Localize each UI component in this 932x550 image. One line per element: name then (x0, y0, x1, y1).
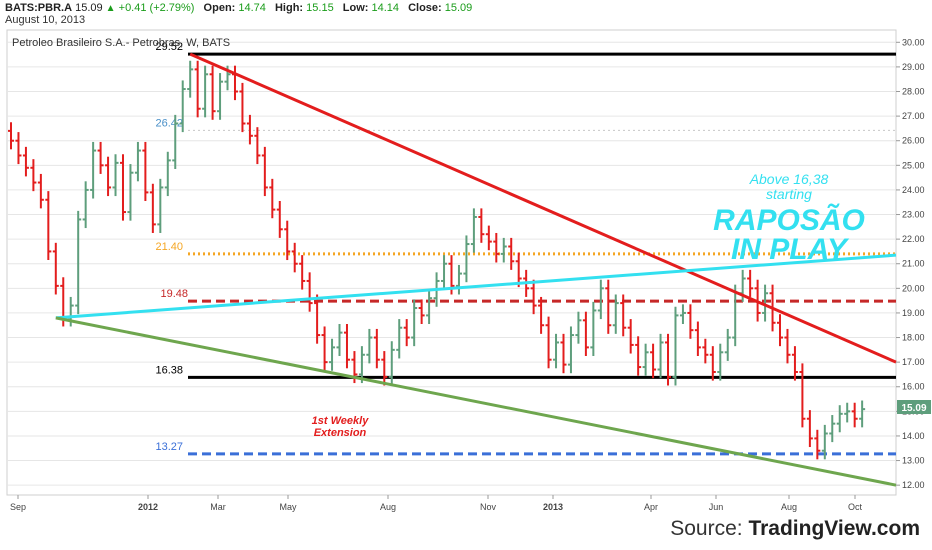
annotation-in-play: IN PLAY (731, 233, 850, 266)
annotation-weekly-1: 1st Weekly (312, 415, 370, 427)
x-tick-label: Aug (781, 502, 797, 512)
quote-date: August 10, 2013 (5, 14, 86, 26)
y-tick-label: 17.00 (902, 357, 925, 367)
low-value: 14.14 (371, 2, 400, 14)
y-tick-label: 12.00 (902, 480, 925, 490)
level-label: 21.40 (155, 241, 183, 253)
trendlines (55, 52, 897, 487)
ohlc-bars (8, 60, 866, 460)
chart-title: Petroleo Brasileiro S.A.- Petrobras, W, … (12, 37, 230, 49)
level-label: 13.27 (155, 441, 183, 453)
y-tick-label: 30.00 (902, 37, 925, 47)
price-change: +0.41 (+2.79%) (118, 2, 195, 14)
x-tick-label: May (279, 502, 297, 512)
y-tick-label: 26.00 (902, 136, 925, 146)
x-tick-label: Jun (709, 502, 724, 512)
y-tick-label: 14.00 (902, 431, 925, 441)
x-tick-label: 2013 (543, 502, 563, 512)
y-tick-label: 23.00 (902, 210, 925, 220)
y-tick-label: 21.00 (902, 259, 925, 269)
last-price: 15.09 (75, 2, 103, 14)
y-tick-label: 13.00 (902, 456, 925, 466)
y-tick-label: 20.00 (902, 283, 925, 293)
y-axis: 30.00 29.00 28.00 27.00 26.00 25.00 24.00 23.00… (896, 37, 925, 490)
annotation-raposao: RAPOSÃO (713, 203, 865, 237)
source-credit[interactable]: Source: TradingView.com (670, 517, 920, 541)
quote-header: BATS:PBR.A 15.09 ▲ +0.41 (+2.79%) Open: … (5, 2, 472, 15)
y-tick-label: 24.00 (902, 185, 925, 195)
x-tick-label: Nov (480, 502, 497, 512)
low-label: Low: (342, 2, 369, 14)
y-tick-label: 29.00 (902, 62, 925, 72)
x-tick-label: Mar (210, 502, 226, 512)
x-tick-label: Apr (644, 502, 658, 512)
annotation-weekly-2: Extension (314, 427, 367, 439)
close-value: 15.09 (444, 2, 473, 14)
y-tick-label: 19.00 (902, 308, 925, 318)
annotation-starting: starting (766, 186, 812, 202)
close-label: Close: (408, 2, 442, 14)
level-label: 16.38 (155, 364, 183, 376)
annotations: Above 16,38 starting RAPOSÃO IN PLAY 1st… (312, 171, 865, 439)
trendline-green (55, 316, 897, 487)
annotation-above: Above 16,38 (749, 171, 829, 187)
open-label: Open: (203, 2, 236, 14)
last-price-tag: 15.09 (901, 403, 926, 414)
x-tick-label: Aug (380, 502, 396, 512)
x-tick-label: Sep (10, 502, 26, 512)
y-tick-label: 22.00 (902, 234, 925, 244)
trendline-red (189, 52, 897, 364)
source-prefix: Source: (670, 517, 749, 540)
y-tick-label: 18.00 (902, 333, 925, 343)
x-tick-label: 2012 (138, 502, 158, 512)
open-value: 14.74 (238, 2, 266, 14)
symbol[interactable]: BATS:PBR.A (5, 2, 73, 14)
y-tick-label: 28.00 (902, 87, 925, 97)
y-tick-label: 16.00 (902, 382, 925, 392)
price-tag: 15.09 (897, 400, 931, 414)
high-label: High: (274, 2, 304, 14)
up-arrow-icon: ▲ (105, 3, 116, 14)
y-tick-label: 25.00 (902, 160, 925, 170)
high-value: 15.15 (306, 2, 334, 14)
level-label: 29.52 (155, 41, 183, 53)
x-tick-label: Oct (848, 502, 863, 512)
level-label: 19.48 (160, 288, 188, 300)
source-brand: TradingView.com (748, 517, 920, 540)
trendline-cyan (55, 253, 897, 320)
y-tick-label: 27.00 (902, 111, 925, 121)
level-label: 26.42 (155, 117, 183, 129)
x-axis: Sep 2012 Mar May Aug Nov 2013 Apr Jun Aug Oct (10, 495, 863, 512)
